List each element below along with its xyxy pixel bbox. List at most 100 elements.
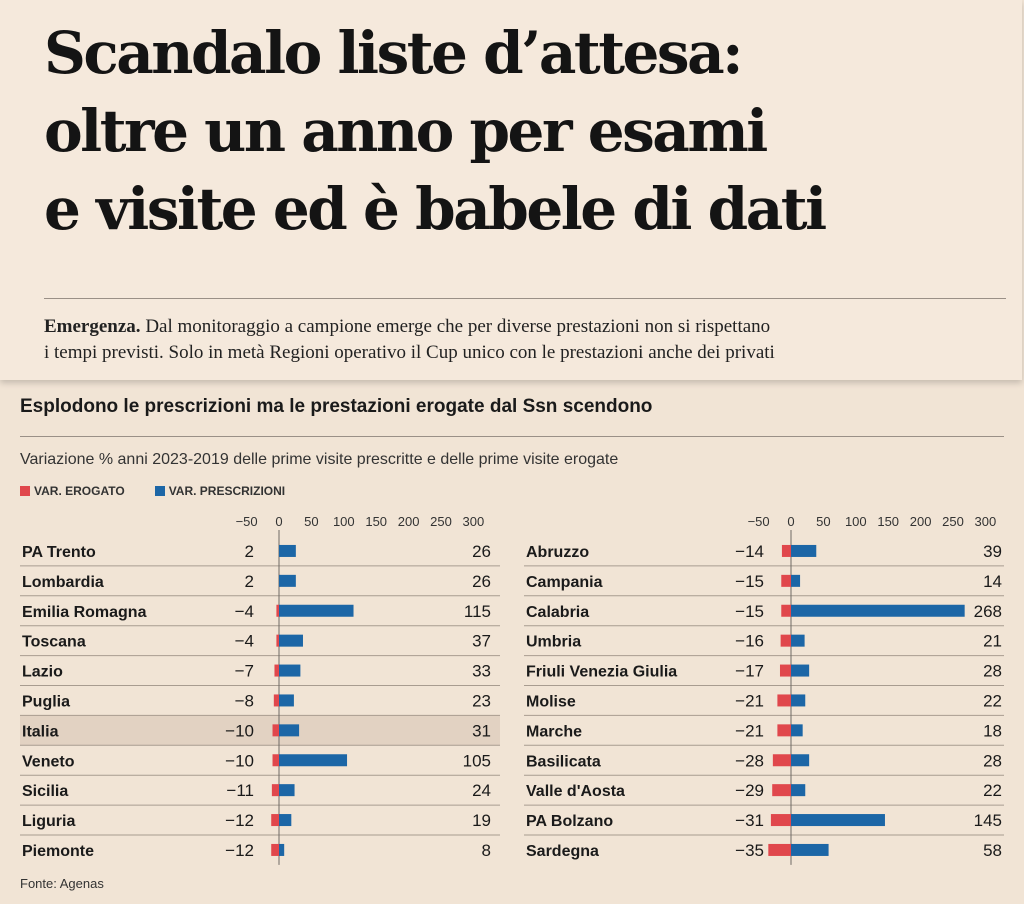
- value-label-erogato: −4: [235, 602, 254, 621]
- x-tick-label: −50: [748, 514, 770, 529]
- value-label-prescrizioni: 39: [983, 542, 1002, 561]
- x-tick-label: 200: [910, 514, 932, 529]
- bar-prescrizioni: [279, 694, 294, 707]
- bar-erogato: [271, 784, 279, 797]
- chart-title: Esplodono le prescrizioni ma le prestazi…: [20, 396, 653, 417]
- x-tick-label: 50: [304, 514, 318, 529]
- bar-erogato: [777, 724, 791, 737]
- bar-erogato: [271, 843, 279, 856]
- bar-erogato: [272, 724, 279, 737]
- bar-prescrizioni: [279, 843, 285, 856]
- value-label-erogato: −11: [226, 781, 254, 800]
- bar-prescrizioni: [791, 634, 805, 647]
- chart-subtitle: Variazione % anni 2023-2019 delle prime …: [20, 451, 619, 468]
- region-label: Lazio: [22, 664, 63, 681]
- value-label-erogato: 2: [245, 542, 254, 561]
- x-tick-label: 200: [398, 514, 420, 529]
- bar-erogato: [276, 604, 279, 617]
- legend-label-prescrizioni: VAR. PRESCRIZIONI: [168, 484, 286, 498]
- value-label-erogato: −21: [735, 721, 764, 740]
- bar-erogato: [770, 814, 791, 827]
- value-label-erogato: −4: [235, 632, 254, 651]
- x-tick-label: 50: [816, 514, 830, 529]
- headline-line-3: e visite ed è babele di dati: [44, 175, 827, 243]
- bar-prescrizioni: [279, 604, 354, 617]
- value-label-erogato: −35: [735, 841, 764, 860]
- bar-prescrizioni: [279, 724, 300, 737]
- bar-prescrizioni: [791, 604, 965, 617]
- subheadline-line-2: i tempi previsti. Solo in metà Regioni o…: [44, 342, 775, 363]
- value-label-erogato: −14: [735, 542, 764, 561]
- subheadline-lead: Emergenza.: [44, 316, 141, 337]
- chart-legend: VAR. EROGATO VAR. PRESCRIZIONI: [20, 484, 307, 498]
- bar-erogato: [781, 604, 791, 617]
- value-label-prescrizioni: 145: [974, 811, 1002, 830]
- headline-line-1: Scandalo liste d’attesa:: [44, 19, 744, 87]
- x-tick-label: 100: [845, 514, 867, 529]
- bar-prescrizioni: [279, 664, 301, 677]
- value-label-erogato: −15: [735, 572, 764, 591]
- region-label: Marche: [526, 723, 582, 740]
- value-label-prescrizioni: 19: [472, 811, 491, 830]
- x-tick-label: 250: [430, 514, 452, 529]
- bar-erogato: [272, 754, 279, 767]
- x-tick-label: −50: [236, 514, 258, 529]
- headline: Scandalo liste d’attesa: oltre un anno p…: [44, 14, 1004, 248]
- bar-erogato: [772, 754, 791, 767]
- legend-item-erogato: VAR. EROGATO: [20, 484, 125, 498]
- region-label: PA Trento: [22, 544, 96, 561]
- value-label-prescrizioni: 37: [472, 632, 491, 651]
- value-label-prescrizioni: 28: [983, 662, 1002, 681]
- bar-prescrizioni: [279, 754, 348, 767]
- bar-erogato: [777, 694, 791, 707]
- bar-prescrizioni: [279, 784, 295, 797]
- region-label: PA Bolzano: [526, 813, 613, 830]
- bar-erogato: [273, 694, 279, 707]
- value-label-prescrizioni: 31: [472, 721, 491, 740]
- value-label-erogato: −12: [225, 841, 254, 860]
- value-label-prescrizioni: 8: [482, 841, 491, 860]
- bar-prescrizioni: [791, 814, 885, 827]
- value-label-prescrizioni: 33: [472, 662, 491, 681]
- x-tick-label: 300: [463, 514, 485, 529]
- region-label: Molise: [526, 693, 576, 710]
- region-label: Veneto: [22, 753, 75, 770]
- bar-erogato: [779, 664, 791, 677]
- region-label: Friuli Venezia Giulia: [526, 664, 677, 681]
- bar-erogato: [274, 664, 279, 677]
- value-label-erogato: 2: [245, 572, 254, 591]
- value-label-prescrizioni: 26: [472, 542, 491, 561]
- bar-prescrizioni: [791, 724, 803, 737]
- value-label-prescrizioni: 28: [983, 751, 1002, 770]
- bar-erogato: [781, 574, 791, 587]
- region-label: Italia: [22, 723, 59, 740]
- x-tick-label: 100: [333, 514, 355, 529]
- highlight-row-bg: [20, 715, 500, 746]
- value-label-erogato: −31: [735, 811, 764, 830]
- region-label: Campania: [526, 574, 603, 591]
- region-label: Calabria: [526, 604, 589, 621]
- value-label-prescrizioni: 115: [464, 602, 491, 621]
- value-label-erogato: −17: [735, 662, 764, 681]
- value-label-prescrizioni: 14: [983, 572, 1002, 591]
- value-label-erogato: −8: [235, 691, 254, 710]
- headline-line-2: oltre un anno per esami: [44, 97, 768, 165]
- bar-prescrizioni: [791, 664, 810, 677]
- region-label: Piemonte: [22, 843, 94, 860]
- region-label: Sicilia: [22, 783, 68, 800]
- value-label-erogato: −21: [735, 691, 764, 710]
- region-label: Lombardia: [22, 574, 104, 591]
- value-label-prescrizioni: 26: [472, 572, 491, 591]
- bar-erogato: [768, 843, 791, 856]
- region-label: Valle d'Aosta: [526, 783, 625, 800]
- source-note: Fonte: Agenas: [20, 876, 104, 891]
- legend-swatch-erogato: [20, 486, 30, 496]
- value-label-erogato: −7: [235, 662, 254, 681]
- bar-prescrizioni: [791, 843, 829, 856]
- bar-prescrizioni: [279, 544, 296, 557]
- subheadline: Emergenza. Dal monitoraggio a campione e…: [44, 314, 1004, 366]
- legend-item-prescrizioni: VAR. PRESCRIZIONI: [154, 484, 286, 498]
- value-label-erogato: −28: [735, 751, 764, 770]
- value-label-prescrizioni: 268: [974, 602, 1002, 621]
